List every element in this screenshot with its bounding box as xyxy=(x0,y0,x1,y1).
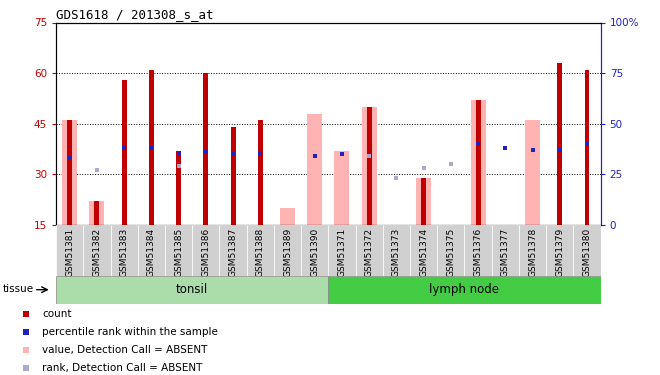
Text: count: count xyxy=(42,309,72,320)
Text: GSM51372: GSM51372 xyxy=(365,228,374,277)
Bar xyxy=(362,107,377,225)
Text: tonsil: tonsil xyxy=(176,283,209,296)
Text: GSM51389: GSM51389 xyxy=(283,228,292,277)
Bar xyxy=(437,225,465,276)
Bar xyxy=(192,225,219,276)
Bar xyxy=(219,225,247,276)
Bar xyxy=(56,225,83,276)
Text: GSM51378: GSM51378 xyxy=(528,228,537,277)
Bar xyxy=(585,70,589,225)
Bar xyxy=(230,127,236,225)
Bar xyxy=(471,100,486,225)
Text: rank, Detection Call = ABSENT: rank, Detection Call = ABSENT xyxy=(42,363,203,373)
Bar xyxy=(416,178,431,225)
Bar xyxy=(138,225,165,276)
Bar xyxy=(557,63,562,225)
Bar xyxy=(274,225,301,276)
Bar xyxy=(149,70,154,225)
Bar xyxy=(165,225,192,276)
Bar xyxy=(410,225,437,276)
Bar xyxy=(121,80,127,225)
Bar xyxy=(94,201,100,225)
Bar xyxy=(546,225,574,276)
Text: GSM51375: GSM51375 xyxy=(446,228,455,277)
Bar xyxy=(90,201,104,225)
Text: tissue: tissue xyxy=(3,284,34,294)
Bar xyxy=(574,225,601,276)
Text: GSM51377: GSM51377 xyxy=(501,228,510,277)
Bar xyxy=(203,73,209,225)
Text: GSM51384: GSM51384 xyxy=(147,228,156,277)
Text: GDS1618 / 201308_s_at: GDS1618 / 201308_s_at xyxy=(56,8,214,21)
Bar xyxy=(62,120,77,225)
Text: lymph node: lymph node xyxy=(430,283,500,296)
Bar xyxy=(329,276,601,304)
Text: GSM51386: GSM51386 xyxy=(201,228,211,277)
Bar xyxy=(176,151,181,225)
Bar xyxy=(492,225,519,276)
Bar xyxy=(111,225,138,276)
Bar xyxy=(519,225,546,276)
Text: GSM51390: GSM51390 xyxy=(310,228,319,277)
Bar xyxy=(356,225,383,276)
Text: GSM51371: GSM51371 xyxy=(337,228,346,277)
Text: GSM51382: GSM51382 xyxy=(92,228,102,277)
Text: GSM51374: GSM51374 xyxy=(419,228,428,277)
Text: GSM51385: GSM51385 xyxy=(174,228,183,277)
Bar xyxy=(258,120,263,225)
Bar xyxy=(247,225,274,276)
Bar xyxy=(67,120,72,225)
Bar xyxy=(383,225,410,276)
Text: percentile rank within the sample: percentile rank within the sample xyxy=(42,327,218,337)
Bar xyxy=(335,151,349,225)
Text: value, Detection Call = ABSENT: value, Detection Call = ABSENT xyxy=(42,345,208,355)
Text: GSM51388: GSM51388 xyxy=(256,228,265,277)
Text: GSM51387: GSM51387 xyxy=(228,228,238,277)
Bar xyxy=(301,225,329,276)
Bar xyxy=(367,107,372,225)
Text: GSM51373: GSM51373 xyxy=(392,228,401,277)
Bar xyxy=(329,225,356,276)
Bar xyxy=(525,120,540,225)
Bar xyxy=(56,276,329,304)
Text: GSM51376: GSM51376 xyxy=(474,228,482,277)
Bar xyxy=(83,225,111,276)
Bar xyxy=(465,225,492,276)
Text: GSM51383: GSM51383 xyxy=(119,228,129,277)
Text: GSM51379: GSM51379 xyxy=(555,228,564,277)
Text: GSM51380: GSM51380 xyxy=(583,228,591,277)
Bar xyxy=(308,114,322,225)
Bar xyxy=(476,100,480,225)
Bar xyxy=(421,178,426,225)
Bar xyxy=(280,208,295,225)
Text: GSM51381: GSM51381 xyxy=(65,228,74,277)
